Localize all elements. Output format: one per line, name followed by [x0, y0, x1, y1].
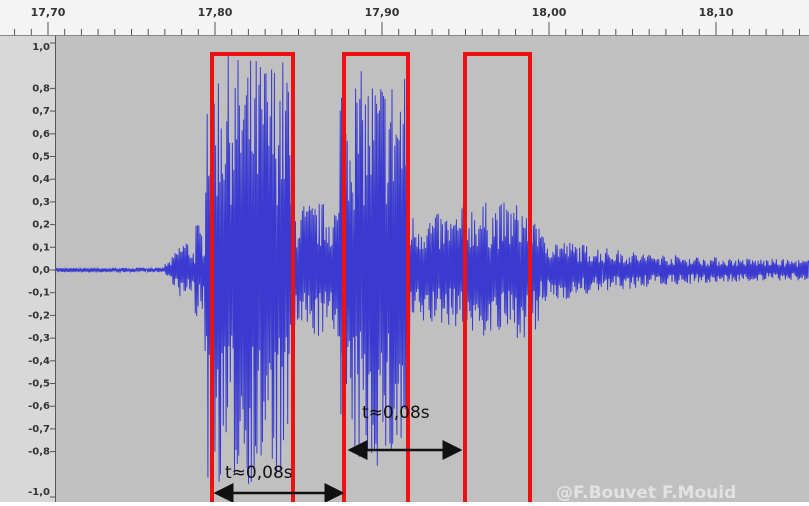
amplitude-label: 0,5 — [32, 152, 50, 163]
amplitude-label: 0,4 — [32, 174, 50, 185]
amplitude-label: 0,3 — [32, 197, 50, 208]
amplitude-label: -0,4 — [28, 356, 50, 367]
amplitude-label: -0,5 — [28, 379, 50, 390]
time-ruler — [0, 0, 809, 36]
time-label: 17,80 — [198, 6, 233, 19]
amplitude-label: 1,0 — [32, 42, 50, 53]
amplitude-label: 0,1 — [32, 242, 50, 253]
highlight-box — [210, 52, 295, 506]
time-label: 18,10 — [699, 6, 734, 19]
time-label: 17,90 — [365, 6, 400, 19]
amplitude-label: 0,6 — [32, 129, 50, 140]
time-label: 17,70 — [31, 6, 66, 19]
time-label: 18,00 — [532, 6, 567, 19]
amplitude-label: -0,2 — [28, 310, 50, 321]
amplitude-label: 0,8 — [32, 83, 50, 94]
amplitude-label: -1,0 — [28, 487, 50, 498]
amplitude-label: -0,6 — [28, 401, 50, 412]
highlight-box — [342, 52, 410, 506]
amplitude-label: -0,1 — [28, 288, 50, 299]
amplitude-label: -0,8 — [28, 447, 50, 458]
amplitude-label: 0,2 — [32, 220, 50, 231]
amplitude-ruler — [0, 36, 56, 502]
waveform — [55, 55, 809, 484]
highlight-boxes — [210, 52, 532, 506]
duration-label: t≈0,08s — [362, 403, 430, 423]
watermark: @F.Bouvet F.Mouid — [556, 483, 736, 502]
duration-label: t≈0,08s — [225, 463, 293, 483]
highlight-box — [463, 52, 532, 506]
amplitude-label: -0,7 — [28, 424, 50, 435]
amplitude-label: -0,3 — [28, 333, 50, 344]
amplitude-label: 0,7 — [32, 106, 50, 117]
amplitude-label: 0,0 — [32, 265, 50, 276]
